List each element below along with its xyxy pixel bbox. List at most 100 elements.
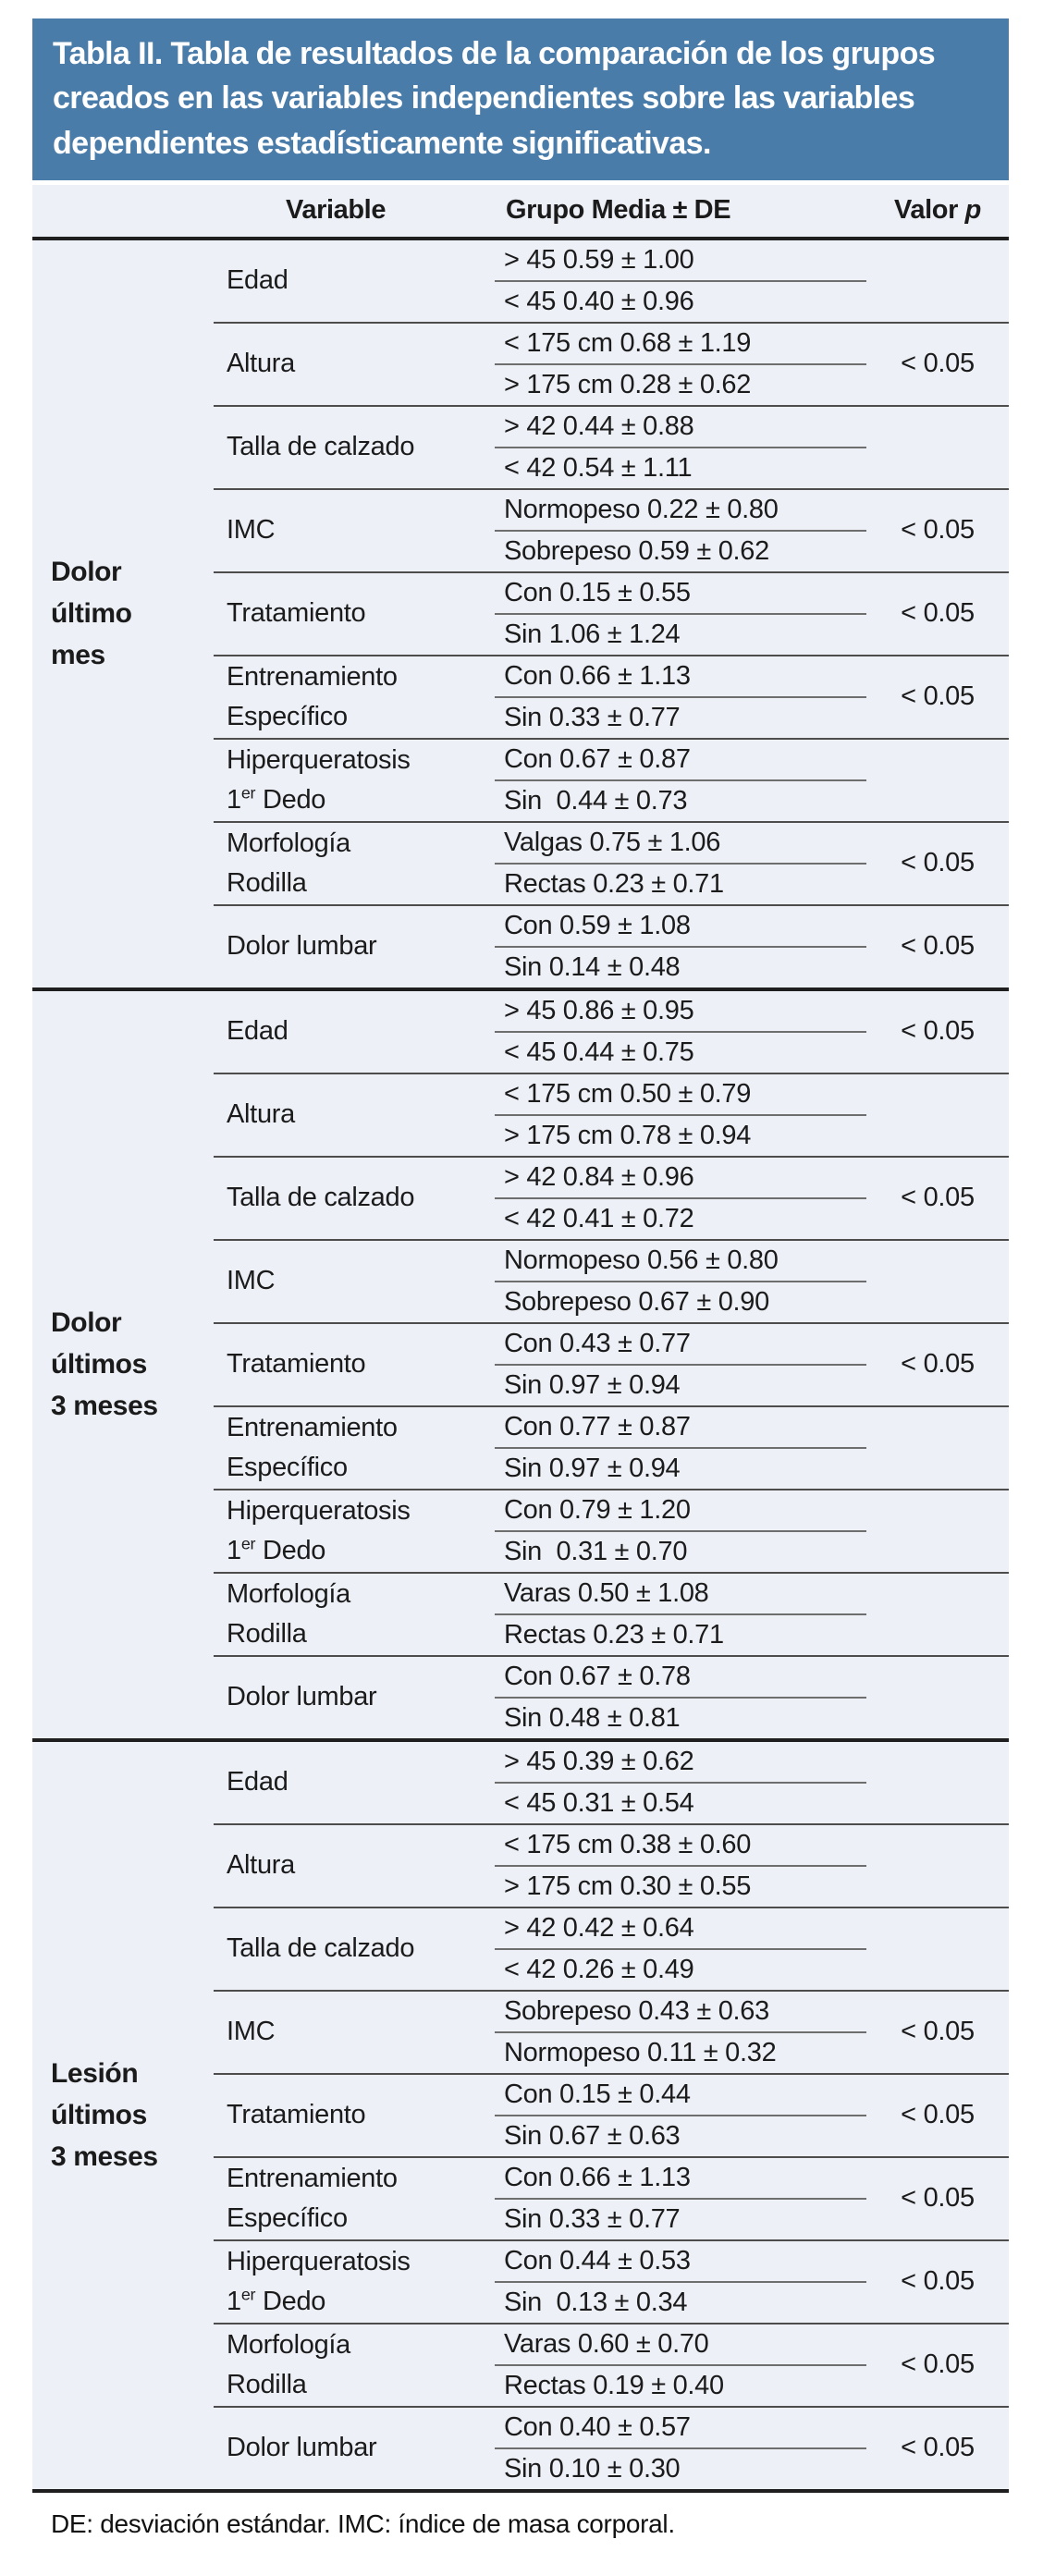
variable-name-cell: Edad	[214, 240, 495, 322]
group-values-cell: Normopeso 0.22 ± 0.80 Sobrepeso 0.59 ± 0.…	[495, 490, 866, 571]
group-values-cell: Con 0.67 ± 0.78 Sin 0.48 ± 0.81	[495, 1657, 866, 1738]
table-section-3: Lesión últimos 3 meses Edad > 45 0.39 ± 0.62…	[32, 1737, 1009, 2489]
section-label-line: Dolor	[51, 1307, 122, 1339]
variable-name-line: Dolor lumbar	[227, 1682, 377, 1712]
table-row: IMC Normopeso 0.56 ± 0.80 Sobrepeso 0.67 ±…	[214, 1238, 1009, 1322]
table-row: Dolor lumbar Con 0.67 ± 0.78 Sin 0.48 ± 0.…	[214, 1654, 1009, 1738]
group-value-bottom: < 42 0.54 ± 1.11	[504, 452, 693, 483]
variable-name-line: Talla de calzado	[227, 432, 415, 462]
variable-name-line: Específico	[227, 2202, 348, 2233]
group-value-top: Con 0.79 ± 1.20	[495, 1490, 866, 1532]
table-row: Talla de calzado > 42 0.42 ± 0.64 < 42 0.2…	[214, 1906, 1009, 1990]
group-value-bottom: Rectas 0.23 ± 0.71	[504, 868, 724, 899]
section-label: Dolor último mes	[32, 240, 214, 987]
group-values-cell: Con 0.77 ± 0.87 Sin 0.97 ± 0.94	[495, 1407, 866, 1489]
column-header-grupo-media-de: Grupo Media ± DE	[506, 195, 731, 226]
variable-name-cell: Edad	[214, 991, 495, 1073]
p-value-cell	[866, 1908, 1009, 1990]
group-value-top: Con 0.40 ± 0.57	[495, 2408, 866, 2449]
variable-name-line: IMC	[227, 515, 276, 546]
table-footnote: DE: desviación estándar. IMC: índice de …	[51, 2509, 675, 2538]
group-value-bottom: Sobrepeso 0.67 ± 0.90	[504, 1286, 769, 1317]
group-value-top: > 45 0.59 ± 1.00	[495, 240, 866, 282]
group-value-top: < 175 cm 0.38 ± 0.60	[495, 1825, 866, 1867]
table-row: Tratamiento Con 0.43 ± 0.77 Sin 0.97 ± 0.9…	[214, 1321, 1009, 1405]
group-values-cell: > 42 0.42 ± 0.64 < 42 0.26 ± 0.49	[495, 1908, 866, 1990]
p-value-cell	[866, 1574, 1009, 1655]
table-row: Dolor lumbar Con 0.40 ± 0.57 Sin 0.10 ± 0.…	[214, 2405, 1009, 2489]
table-row: Hiperqueratosis 1er Dedo Con 0.79 ± 1.20 Si…	[214, 1488, 1009, 1572]
table-row: Talla de calzado > 42 0.84 ± 0.96 < 42 0.4…	[214, 1155, 1009, 1239]
table-section-1: Dolor último mes Edad > 45 0.59 ± 1.00 < 45 0…	[32, 236, 1009, 987]
variable-name-line: 1er Dedo	[227, 1534, 326, 1565]
variable-name-line: IMC	[227, 2017, 276, 2047]
valor-label: Valor	[894, 195, 965, 226]
group-value-top: Varas 0.50 ± 1.08	[495, 1574, 866, 1615]
p-symbol: p	[964, 195, 982, 226]
section-label: Lesión últimos 3 meses	[32, 1742, 214, 2489]
group-value-bottom: Sin 0.10 ± 0.30	[504, 2453, 681, 2484]
variable-name-cell: Tratamiento	[214, 1324, 495, 1405]
group-values-cell: Con 0.44 ± 0.53 Sin 0.13 ± 0.34	[495, 2241, 866, 2323]
variable-name-cell: Hiperqueratosis 1er Dedo	[214, 1490, 495, 1572]
table-row: Morfología Rodilla Valgas 0.75 ± 1.06 Recta…	[214, 820, 1009, 904]
p-value-cell	[866, 1657, 1009, 1738]
variable-name-cell: Altura	[214, 1825, 495, 1907]
variable-name-line: Edad	[227, 265, 288, 296]
table-row: Altura < 175 cm 0.68 ± 1.19 > 175 cm 0.28 …	[214, 321, 1009, 405]
p-value-cell: < 0.05	[901, 931, 975, 962]
group-value-top: Con 0.66 ± 1.13	[495, 656, 866, 698]
group-value-bottom: Sin 0.14 ± 0.48	[504, 951, 681, 982]
table-row: Altura < 175 cm 0.50 ± 0.79 > 175 cm 0.78 …	[214, 1072, 1009, 1156]
p-value-cell	[866, 1074, 1009, 1156]
table-row: Morfología Rodilla Varas 0.60 ± 0.70 Rectas…	[214, 2322, 1009, 2406]
table-section-2: Dolor últimos 3 meses Edad > 45 0.86 ± 0.95 <…	[32, 987, 1009, 1738]
p-value-cell	[866, 1825, 1009, 1907]
group-value-top: Con 0.67 ± 0.87	[495, 740, 866, 781]
group-value-top: Con 0.67 ± 0.78	[495, 1657, 866, 1699]
group-values-cell: > 45 0.59 ± 1.00 < 45 0.40 ± 0.96	[495, 240, 866, 322]
section-label-line: últimos	[51, 2100, 147, 2131]
table-row: Entrenamiento Específico Con 0.66 ± 1.13 Si…	[214, 654, 1009, 738]
variable-name-line: Morfología	[227, 2329, 351, 2360]
results-table: Variable Grupo Media ± DE Valor p Dolor ú…	[32, 184, 1009, 2493]
variable-name-cell: Dolor lumbar	[214, 1657, 495, 1738]
variable-name-line: Hiperqueratosis	[227, 1495, 411, 1526]
variable-name-line: 1er Dedo	[227, 2285, 326, 2316]
p-value-cell	[866, 740, 1009, 821]
group-value-top: Normopeso 0.56 ± 0.80	[495, 1241, 866, 1282]
variable-name-cell: Tratamiento	[214, 573, 495, 655]
variable-name-cell: Altura	[214, 324, 495, 405]
section-label-line: 3 meses	[51, 2141, 158, 2173]
table-row: Edad > 45 0.59 ± 1.00 < 45 0.40 ± 0.96	[214, 240, 1009, 322]
variable-name-cell: IMC	[214, 490, 495, 571]
section-label-line: mes	[51, 640, 105, 671]
column-header-valor-p: Valor p	[866, 195, 1009, 226]
variable-name-line: 1er Dedo	[227, 783, 326, 815]
group-value-bottom: Sin 0.31 ± 0.70	[504, 1536, 688, 1566]
p-value-cell: < 0.05	[901, 2183, 975, 2214]
variable-name-cell: Talla de calzado	[214, 407, 495, 488]
group-value-bottom: < 42 0.41 ± 0.72	[504, 1203, 694, 1233]
variable-name-line: Morfología	[227, 828, 351, 858]
group-values-cell: Con 0.43 ± 0.77 Sin 0.97 ± 0.94	[495, 1324, 866, 1405]
group-value-bottom: Normopeso 0.11 ± 0.32	[504, 2037, 777, 2067]
table-row: Entrenamiento Específico Con 0.77 ± 0.87 Si…	[214, 1405, 1009, 1489]
p-value-cell	[866, 407, 1009, 488]
variable-name-cell: IMC	[214, 1241, 495, 1322]
group-value-bottom: Rectas 0.23 ± 0.71	[504, 1619, 724, 1650]
group-values-cell: < 175 cm 0.50 ± 0.79 > 175 cm 0.78 ± 0.94	[495, 1074, 866, 1156]
variable-name-cell: Edad	[214, 1742, 495, 1823]
p-value-cell	[866, 1241, 1009, 1322]
p-value-cell: < 0.05	[901, 2349, 975, 2380]
variable-name-line: Dolor lumbar	[227, 931, 377, 962]
group-value-bottom: < 45 0.40 ± 0.96	[504, 286, 694, 316]
p-value-cell	[866, 1407, 1009, 1489]
variable-name-line: Talla de calzado	[227, 1183, 415, 1213]
group-value-top: < 175 cm 0.68 ± 1.19	[495, 324, 866, 365]
p-value-cell: < 0.05	[901, 2100, 975, 2130]
group-value-bottom: < 45 0.44 ± 0.75	[504, 1037, 694, 1067]
table-row: IMC Sobrepeso 0.43 ± 0.63 Normopeso 0.11 ±…	[214, 1989, 1009, 2073]
variable-name-line: Tratamiento	[227, 2100, 366, 2130]
group-values-cell: > 45 0.86 ± 0.95 < 45 0.44 ± 0.75	[495, 991, 866, 1073]
